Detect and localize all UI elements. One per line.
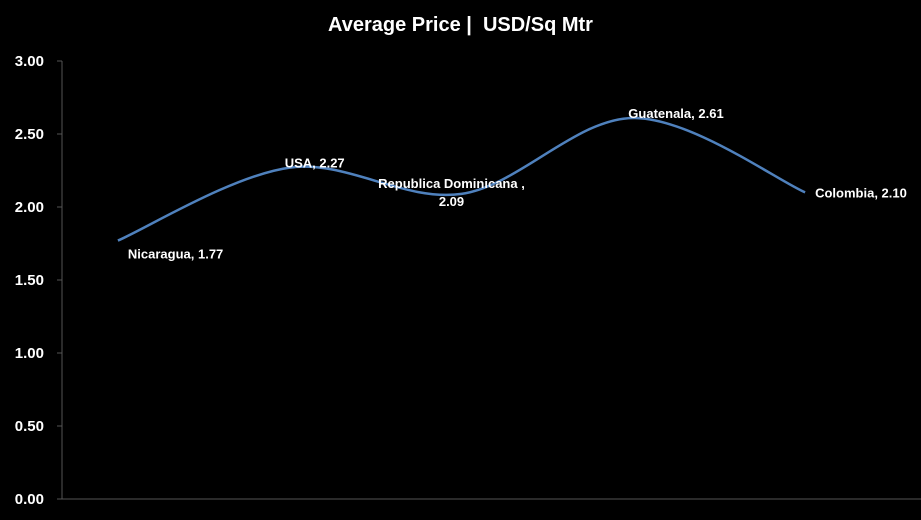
data-labels: Nicaragua, 1.77 USA, 2.27 Republica Domini… [128,106,907,262]
data-label: Republica Dominicana , [378,176,525,191]
y-tick-label: 1.50 [15,272,44,289]
data-label: Nicaragua, 1.77 [128,247,223,262]
y-tick-label: 3.00 [15,53,44,70]
y-tick-label: 2.50 [15,126,44,143]
y-tick-labels: 0.00 0.50 1.00 1.50 2.00 2.50 3.00 [15,53,62,508]
chart-title: Average Price | USD/Sq Mtr [328,14,593,36]
y-tick-label: 2.00 [15,199,44,216]
axes [61,61,921,500]
data-label: USA, 2.27 [285,156,345,171]
data-label: Colombia, 2.10 [815,185,907,200]
data-label: 2.09 [439,194,464,209]
y-tick-label: 0.50 [15,418,44,435]
y-tick-label: 1.00 [15,345,44,362]
y-tick-label: 0.00 [15,491,44,508]
data-label: Guatenala, 2.61 [628,106,723,121]
series-line [117,116,806,242]
